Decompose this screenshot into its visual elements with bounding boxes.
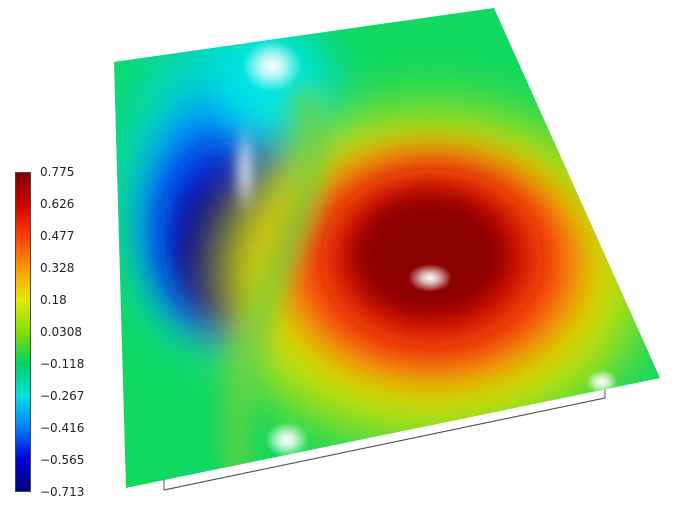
colorbar-tick-label: −0.713 xyxy=(40,485,85,499)
dark-red-core xyxy=(352,193,508,317)
green-transition xyxy=(223,84,326,482)
colorbar-tick-label: 0.477 xyxy=(40,229,75,243)
colorbar-tick-label: 0.328 xyxy=(40,261,75,275)
base-plane-edge xyxy=(163,397,606,491)
colorbar-tick-label: −0.416 xyxy=(40,421,85,435)
colorbar-labels: 0.775 0.626 0.477 0.328 0.18 0.0308 −0.118 −0.2… xyxy=(40,164,100,504)
colorbar-tick-label: 0.0308 xyxy=(40,325,82,339)
colorbar-tick-label: 0.626 xyxy=(40,197,75,211)
specular-bottom xyxy=(265,422,309,458)
colorbar-tick-label: −0.267 xyxy=(40,389,85,403)
specular-top xyxy=(242,40,302,92)
colorbar-tick-label: −0.118 xyxy=(40,357,85,371)
specular-streak xyxy=(235,122,255,218)
specular-right xyxy=(586,370,618,394)
colorbar-tick-label: 0.775 xyxy=(40,165,75,179)
colorbar xyxy=(15,172,31,492)
colorbar-tick-label: −0.565 xyxy=(40,453,85,467)
specular-peak xyxy=(408,264,452,292)
colorbar-tick-label: 0.18 xyxy=(40,293,67,307)
